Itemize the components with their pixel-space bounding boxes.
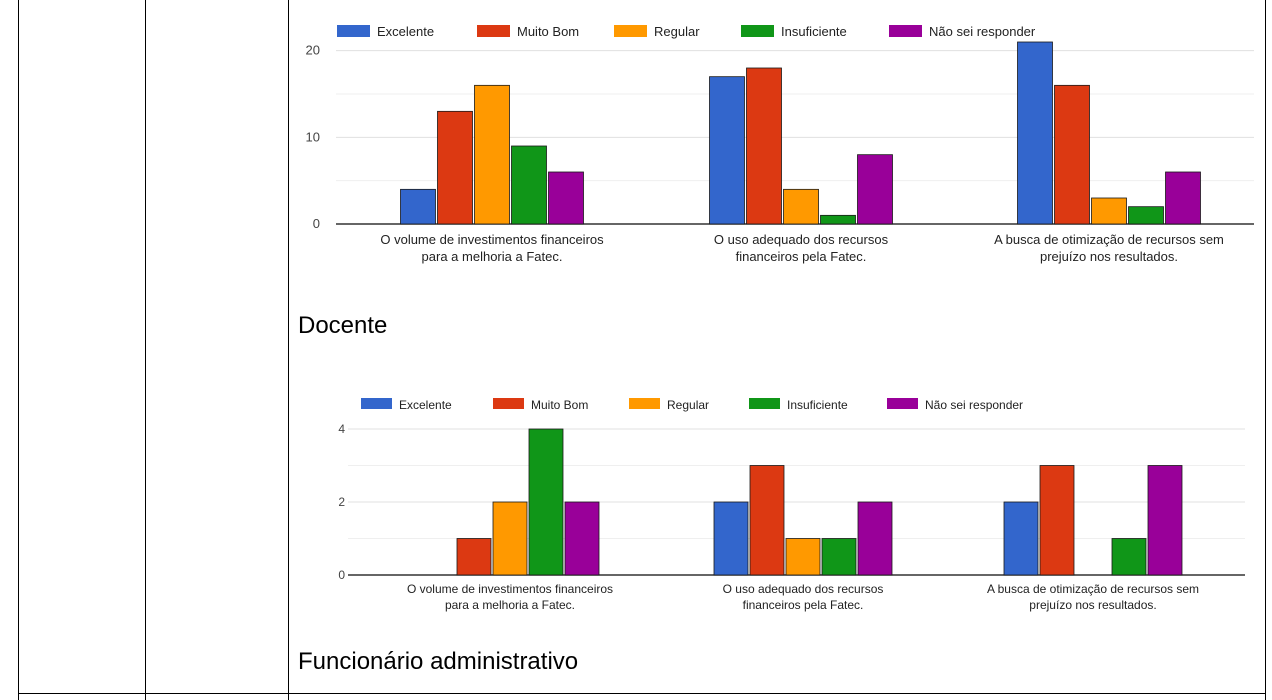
table-column-divider-1 <box>145 0 146 700</box>
bar-insuficiente-2 <box>820 214 856 225</box>
legend-label: Não sei responder <box>929 24 1036 39</box>
legend-swatch <box>741 25 774 37</box>
y-tick-label: 20 <box>306 43 320 58</box>
category-label: O uso adequado dos recursos <box>714 232 889 247</box>
bar-muito-bom-1 <box>437 110 473 225</box>
table-left-border <box>18 0 19 700</box>
legend-swatch <box>887 398 918 409</box>
legend-swatch <box>337 25 370 37</box>
y-tick-label: 4 <box>338 422 345 436</box>
legend-label: Muito Bom <box>517 24 579 39</box>
bar-regular-1 <box>492 501 528 576</box>
legend-swatch <box>493 398 524 409</box>
bar-insuficiente-3 <box>1111 538 1147 576</box>
legend-label: Insuficiente <box>781 24 847 39</box>
category-label: O volume de investimentos financeiros <box>407 582 613 596</box>
legend-label: Excelente <box>399 398 452 412</box>
bar-excelente-2 <box>713 501 749 576</box>
bar-n-o-sei-responder-2 <box>857 501 893 576</box>
bar-excelente-2 <box>709 76 745 225</box>
legend-label: Regular <box>667 398 709 412</box>
bar-insuficiente-1 <box>528 428 564 576</box>
bar-insuficiente-2 <box>821 538 857 576</box>
legend-swatch <box>749 398 780 409</box>
bar-n-o-sei-responder-3 <box>1165 171 1201 225</box>
legend-swatch <box>614 25 647 37</box>
y-tick-label: 2 <box>338 495 345 509</box>
legend-label: Excelente <box>377 24 434 39</box>
legend-swatch <box>361 398 392 409</box>
legend-label: Insuficiente <box>787 398 848 412</box>
legend-label: Não sei responder <box>925 398 1023 412</box>
docente-caption: Docente <box>298 312 388 339</box>
category-label: prejuízo nos resultados. <box>1029 598 1156 612</box>
bar-excelente-3 <box>1017 41 1053 225</box>
bar-insuficiente-3 <box>1128 206 1164 225</box>
category-label: para a melhoria a Fatec. <box>422 249 563 264</box>
category-label: A busca de otimização de recursos sem <box>987 582 1199 596</box>
bar-regular-2 <box>785 538 821 576</box>
legend-swatch <box>889 25 922 37</box>
table-right-border <box>1265 0 1266 700</box>
bar-regular-2 <box>783 188 819 225</box>
category-label: para a melhoria a Fatec. <box>445 598 575 612</box>
bar-n-o-sei-responder-2 <box>857 154 893 225</box>
y-tick-label: 0 <box>313 216 320 231</box>
category-label: O uso adequado dos recursos <box>723 582 884 596</box>
category-label: financeiros pela Fatec. <box>743 598 864 612</box>
bar-regular-3 <box>1091 197 1127 225</box>
bar-insuficiente-1 <box>511 145 547 225</box>
category-label: A busca de otimização de recursos sem <box>994 232 1224 247</box>
bar-n-o-sei-responder-1 <box>564 501 600 576</box>
bar-muito-bom-1 <box>456 538 492 576</box>
legend-swatch <box>477 25 510 37</box>
bar-muito-bom-2 <box>749 465 785 576</box>
bar-regular-1 <box>474 84 510 225</box>
funcionario-chart: 0 2 4 O volume de investimentos financeiros… <box>338 398 1245 612</box>
table-bottom-border <box>18 693 1265 694</box>
category-label: prejuízo nos resultados. <box>1040 249 1178 264</box>
category-label: financeiros pela Fatec. <box>736 249 867 264</box>
category-label: O volume de investimentos financeiros <box>380 232 604 247</box>
table-column-divider-2 <box>288 0 289 700</box>
bar-excelente-3 <box>1003 501 1039 576</box>
legend-label: Regular <box>654 24 700 39</box>
bar-muito-bom-3 <box>1039 465 1075 576</box>
bar-muito-bom-2 <box>746 67 782 225</box>
funcionario-caption: Funcionário administrativo <box>298 648 579 675</box>
legend-swatch <box>629 398 660 409</box>
bar-n-o-sei-responder-1 <box>548 171 584 225</box>
y-tick-label: 10 <box>306 129 320 144</box>
y-tick-label: 0 <box>338 568 345 582</box>
bar-n-o-sei-responder-3 <box>1147 465 1183 576</box>
bar-muito-bom-3 <box>1054 84 1090 225</box>
bar-excelente-1 <box>400 188 436 225</box>
docente-chart: 0 10 20 O volume de investimentos financeir… <box>306 24 1254 264</box>
legend-label: Muito Bom <box>531 398 588 412</box>
